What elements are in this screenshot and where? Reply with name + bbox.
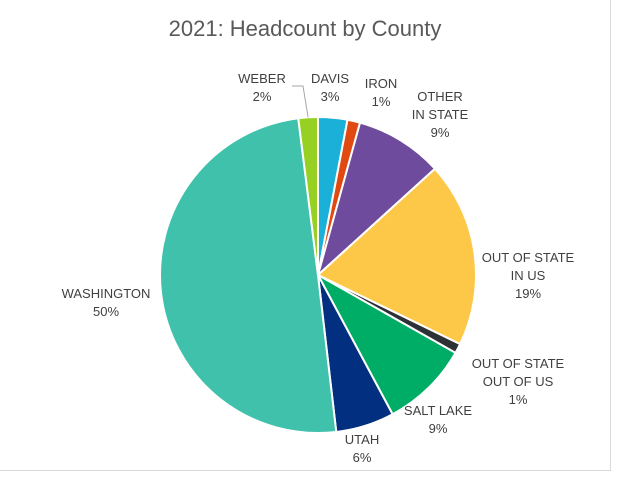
pie-slice-washington [158,117,338,434]
pie-slice-out-of-state-in-us [316,167,477,346]
pie-slice-other-in-state [316,121,437,279]
chart-title: 2021: Headcount by County [168,16,442,41]
chart-frame [0,0,611,471]
slice-label: DAVIS 3% [311,71,349,104]
slice-label: OUT OF STATE IN US 19% [482,250,575,301]
slice-label: UTAH 6% [345,432,379,465]
pie-chart: DAVIS 3% IRON 1% OTHER IN STATE 9% OUT OF STATE… [62,71,575,465]
slice-label: OUT OF STATE OUT OF US 1% [472,356,565,407]
pie-slice-salt-lake [315,272,457,416]
slice-label: WASHINGTON 50% [62,286,151,319]
slice-label: IRON 1% [365,76,398,109]
leader-line [292,85,309,118]
slice-label: SALT LAKE 9% [404,403,472,436]
slice-label: WEBER 2% [238,71,286,104]
slice-label: OTHER IN STATE 9% [412,89,469,140]
